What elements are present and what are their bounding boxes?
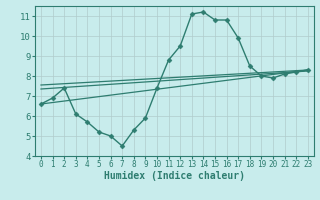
X-axis label: Humidex (Indice chaleur): Humidex (Indice chaleur) <box>104 171 245 181</box>
